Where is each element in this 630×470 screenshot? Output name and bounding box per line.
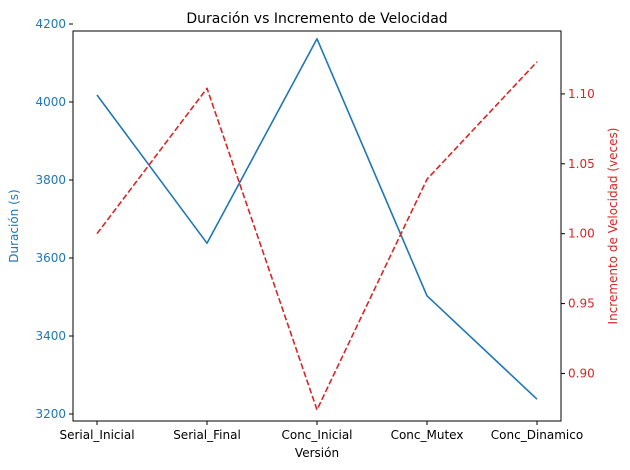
left-y-axis: 3200 3400 3600 3800 4000 4200 <box>35 17 73 421</box>
left-y-tick-label: 3400 <box>35 329 66 343</box>
x-axis-label: Versión <box>295 446 339 460</box>
right-y-tick-label: 0.95 <box>568 297 595 311</box>
right-y-axis: 0.90 0.95 1.00 1.05 1.10 <box>561 87 595 380</box>
left-y-axis-label: Duración (s) <box>7 189 21 262</box>
left-y-tick-label: 3200 <box>35 407 66 421</box>
right-y-tick-label: 0.90 <box>568 366 595 380</box>
left-y-tick-label: 3600 <box>35 251 66 265</box>
x-tick-label: Conc_Mutex <box>391 428 464 442</box>
series-group <box>96 37 538 411</box>
x-axis: Serial_Inicial Serial_Final Conc_Inicial Co… <box>59 421 583 442</box>
x-tick-label: Serial_Final <box>173 428 241 442</box>
plot-frame <box>72 30 562 422</box>
right-y-axis-label: Incremento de Velocidad (veces) <box>606 128 620 325</box>
x-tick-label: Conc_Dinamico <box>491 428 583 442</box>
left-y-tick-label: 3800 <box>35 173 66 187</box>
right-y-tick-label: 1.00 <box>568 227 595 241</box>
x-tick-label: Serial_Inicial <box>59 428 134 442</box>
right-y-tick-label: 1.10 <box>568 87 595 101</box>
left-y-tick-label: 4000 <box>35 95 66 109</box>
duration-line <box>96 37 538 400</box>
left-y-tick-label: 4200 <box>35 17 66 31</box>
chart-title: Duración vs Incremento de Velocidad <box>186 11 447 27</box>
x-tick-label: Conc_Inicial <box>281 428 352 442</box>
speedup-line <box>96 61 538 411</box>
right-y-tick-label: 1.05 <box>568 157 595 171</box>
